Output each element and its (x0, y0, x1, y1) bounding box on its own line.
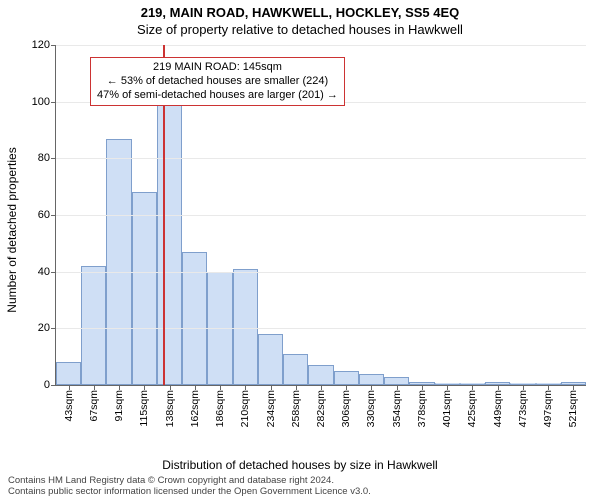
annotation-line1: 219 MAIN ROAD: 145sqm (97, 61, 338, 75)
histogram-bar (258, 334, 283, 385)
y-tick-label: 0 (44, 379, 50, 391)
y-tick-mark (51, 45, 56, 46)
gridline (56, 158, 586, 159)
x-tick-label: 449sqm (492, 390, 504, 427)
histogram-bar (283, 354, 308, 385)
x-tick-label: 43sqm (63, 390, 75, 422)
gridline (56, 272, 586, 273)
y-tick-label: 120 (32, 39, 50, 51)
x-tick-label: 282sqm (315, 390, 327, 427)
chart-attribution: Contains HM Land Registry data © Crown c… (8, 476, 371, 498)
x-tick-label: 425sqm (466, 390, 478, 427)
x-axis-label: Distribution of detached houses by size … (0, 458, 600, 472)
y-tick-mark (51, 215, 56, 216)
x-tick-label: 91sqm (113, 390, 125, 422)
y-axis-label: Number of detached properties (5, 147, 19, 312)
x-tick-label: 330sqm (365, 390, 377, 427)
histogram-bar (81, 266, 106, 385)
histogram-bar (56, 362, 81, 385)
chart-title-desc: Size of property relative to detached ho… (0, 22, 600, 37)
gridline (56, 328, 586, 329)
x-tick-label: 115sqm (138, 390, 150, 427)
y-tick-mark (51, 272, 56, 273)
chart-title-address: 219, MAIN ROAD, HAWKWELL, HOCKLEY, SS5 4… (0, 5, 600, 20)
x-tick-label: 186sqm (214, 390, 226, 427)
x-tick-label: 210sqm (239, 390, 251, 427)
histogram-bar (233, 269, 258, 385)
gridline (56, 45, 586, 46)
y-tick-mark (51, 385, 56, 386)
footer-line2: Contains public sector information licen… (8, 487, 371, 498)
y-tick-label: 40 (38, 266, 50, 278)
histogram-bar (334, 371, 359, 385)
annotation-box: 219 MAIN ROAD: 145sqm← 53% of detached h… (90, 57, 345, 106)
gridline (56, 215, 586, 216)
y-tick-label: 80 (38, 152, 50, 164)
y-tick-label: 60 (38, 209, 50, 221)
x-tick-label: 234sqm (265, 390, 277, 427)
chart-plot-area: 02040608010012043sqm67sqm91sqm115sqm138s… (55, 45, 586, 386)
histogram-bar (384, 377, 409, 386)
x-tick-label: 162sqm (189, 390, 201, 427)
x-tick-label: 354sqm (391, 390, 403, 427)
y-tick-label: 100 (32, 96, 50, 108)
y-tick-label: 20 (38, 322, 50, 334)
x-tick-label: 67sqm (88, 390, 100, 422)
annotation-line3: 47% of semi-detached houses are larger (… (97, 89, 338, 103)
x-tick-label: 258sqm (290, 390, 302, 427)
y-tick-mark (51, 102, 56, 103)
y-tick-mark (51, 328, 56, 329)
x-tick-label: 401sqm (441, 390, 453, 427)
histogram-bar (308, 365, 333, 385)
x-tick-label: 473sqm (517, 390, 529, 427)
histogram-bar (106, 139, 131, 386)
x-tick-label: 306sqm (340, 390, 352, 427)
histogram-bar (359, 374, 384, 385)
x-tick-label: 378sqm (416, 390, 428, 427)
x-tick-label: 521sqm (567, 390, 579, 427)
histogram-bar (132, 192, 157, 385)
histogram-bar (157, 102, 182, 385)
x-tick-label: 138sqm (164, 390, 176, 427)
annotation-line2: ← 53% of detached houses are smaller (22… (97, 75, 338, 89)
x-tick-label: 497sqm (542, 390, 554, 427)
y-tick-mark (51, 158, 56, 159)
